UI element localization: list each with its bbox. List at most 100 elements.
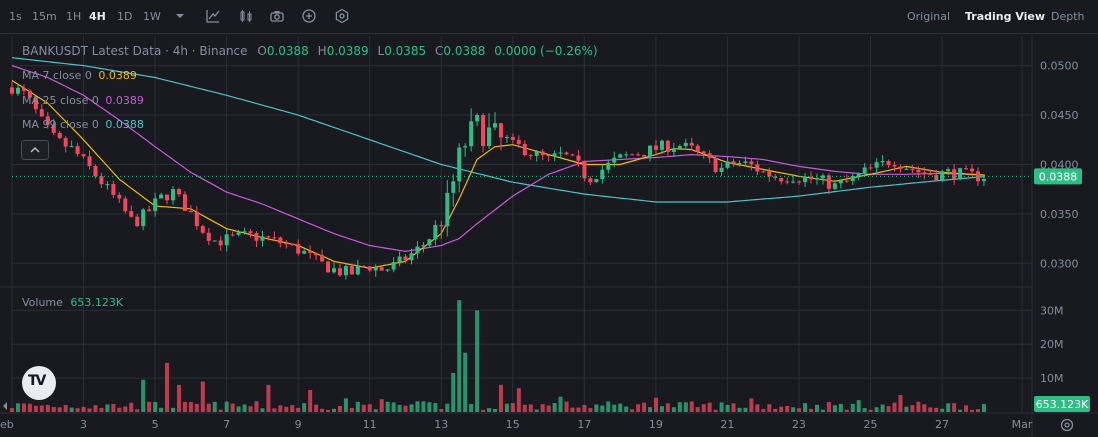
candle-body — [469, 121, 474, 147]
candle-body — [743, 161, 748, 163]
volume-bar — [844, 409, 849, 412]
candle-body — [755, 164, 760, 172]
volume-bar — [981, 404, 986, 412]
candle-body — [248, 231, 253, 234]
candle-body — [850, 175, 855, 181]
view-original[interactable]: Original — [907, 10, 951, 23]
time-tick-label: 21 — [720, 418, 734, 431]
volume-bar — [952, 403, 957, 412]
volume-bar — [337, 405, 342, 412]
volume-bar — [719, 402, 724, 412]
time-tick-label: 5 — [152, 418, 159, 431]
volume-bar — [415, 401, 420, 412]
volume-bar — [254, 401, 259, 412]
candle-body — [397, 256, 402, 263]
volume-bar — [463, 352, 468, 412]
high-value: 0.0389 — [326, 44, 369, 58]
time-tick-label: 19 — [649, 418, 663, 431]
view-trading-view[interactable]: Trading View — [965, 10, 1046, 23]
volume-bar — [63, 405, 68, 412]
volume-bar — [916, 401, 921, 412]
volume-bar — [552, 403, 557, 412]
volume-bar — [904, 406, 909, 412]
candle-body — [856, 172, 861, 176]
volume-bar — [194, 403, 199, 412]
candle-body — [159, 194, 164, 199]
ma25-value: 0.0389 — [105, 94, 144, 107]
candle-body — [797, 181, 802, 183]
volume-bar — [767, 404, 772, 412]
candle-body — [749, 161, 754, 165]
add-indicator-icon[interactable] — [301, 8, 317, 24]
volume-bar — [111, 403, 116, 412]
volume-bar — [612, 404, 617, 412]
volume-bar — [451, 373, 456, 412]
candle-body — [719, 167, 724, 172]
candle-body — [922, 172, 927, 174]
candle-body — [588, 178, 593, 183]
chevron-down-icon[interactable] — [172, 8, 188, 24]
ma7-label: MA 7 close 0 — [22, 69, 92, 82]
volume-bar — [958, 409, 963, 412]
volume-bar — [165, 362, 170, 412]
legend-collapse-button[interactable] — [21, 140, 49, 160]
candle-body — [570, 154, 575, 156]
price-tick-label: 0.0400 — [1040, 158, 1079, 171]
volume-bar — [397, 404, 402, 412]
camera-icon[interactable] — [269, 8, 285, 24]
volume-bar — [284, 406, 289, 412]
timeframe-4h[interactable]: 4H — [89, 10, 106, 23]
candlestick-type-icon[interactable] — [238, 8, 254, 24]
volume-bar — [445, 403, 450, 412]
timeframe-1h[interactable]: 1H — [66, 10, 82, 23]
indicator-line-icon[interactable] — [205, 8, 221, 24]
candle-body — [510, 136, 515, 140]
candle-body — [528, 155, 533, 157]
gear-icon[interactable] — [1060, 418, 1074, 432]
view-depth[interactable]: Depth — [1051, 10, 1085, 23]
candle-body — [558, 152, 563, 154]
candle-body — [331, 268, 336, 273]
time-tick-label: 23 — [792, 418, 806, 431]
volume-bar — [582, 405, 587, 412]
volume-bar — [51, 407, 56, 412]
volume-bar — [731, 403, 736, 412]
candle-body — [934, 174, 939, 181]
ma25-legend: MA 25 close 0 0.0389 — [22, 94, 144, 107]
settings-icon[interactable] — [334, 8, 350, 24]
volume-bar — [433, 403, 438, 412]
candle-body — [93, 166, 98, 177]
volume-bar — [349, 407, 354, 412]
volume-tick-label: 20M — [1040, 338, 1064, 351]
candle-body — [677, 146, 682, 149]
volume-bar — [785, 405, 790, 412]
candle-body — [230, 234, 235, 236]
volume-bar — [576, 407, 581, 412]
volume-bar — [856, 400, 861, 412]
volume-legend: Volume 653.123K — [22, 296, 123, 309]
candle-body — [636, 154, 641, 156]
candle-body — [463, 146, 468, 148]
volume-bar — [874, 407, 879, 412]
close-value: 0.0388 — [443, 44, 486, 58]
candle-body — [600, 169, 605, 180]
candle-body — [343, 266, 348, 276]
timeframe-1s[interactable]: 1s — [9, 10, 22, 23]
volume-bar — [689, 401, 694, 412]
candle-body — [946, 169, 951, 172]
volume-bar — [975, 409, 980, 412]
candle-body — [15, 87, 20, 94]
time-tick-label: Mar — [1012, 418, 1033, 431]
timeframe-1w[interactable]: 1W — [143, 10, 161, 23]
candle-body — [99, 176, 104, 185]
gear-hub — [1064, 422, 1070, 428]
candle-body — [302, 251, 307, 254]
candle-body — [45, 116, 50, 125]
candle-body — [832, 183, 837, 189]
timeframe-1d[interactable]: 1D — [117, 10, 133, 23]
candle-body — [928, 173, 933, 175]
volume-bar — [773, 408, 778, 412]
candle-body — [826, 175, 831, 189]
timeframe-15m[interactable]: 15m — [32, 10, 57, 23]
